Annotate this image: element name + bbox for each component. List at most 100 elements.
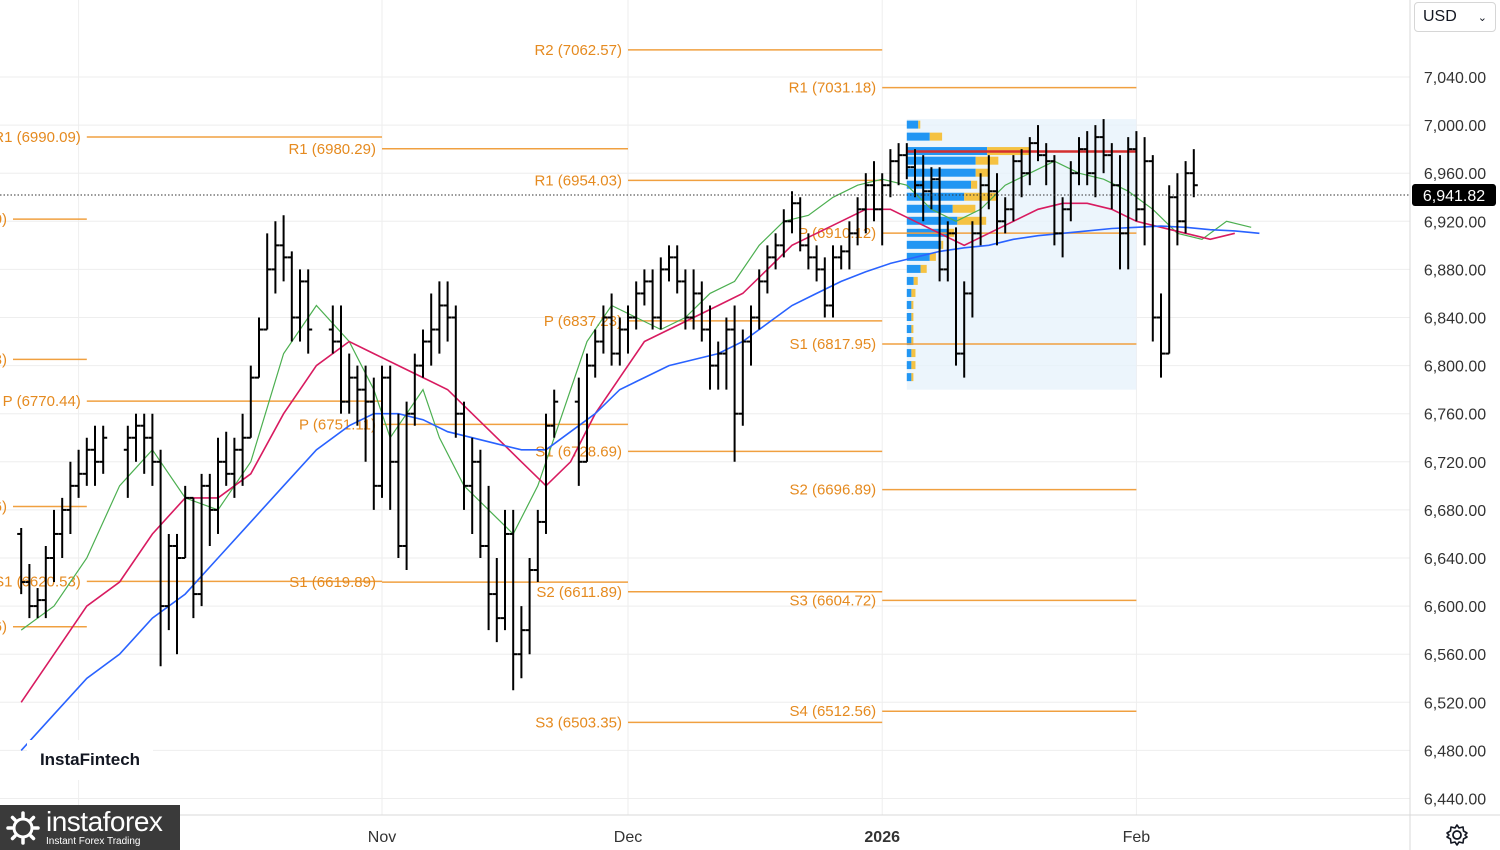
- price-tick-label: 6,440.00: [1424, 792, 1486, 809]
- pivot-label-18: R1 (7031.18): [789, 80, 877, 97]
- price-tick-label: 6,880.00: [1424, 262, 1486, 279]
- ohlc-bar-38: [361, 365, 370, 462]
- ohlc-bar-130: [1132, 131, 1141, 222]
- ohlc-bar-50: [460, 401, 468, 510]
- ohlc-bar-70: [640, 269, 649, 306]
- ohlc-bar-63: [583, 353, 591, 463]
- instaforex-logo: instaforex Instant Forex Trading: [0, 805, 180, 850]
- ohlc-bar-86: [771, 233, 780, 270]
- ohlc-bar-43: [402, 401, 411, 571]
- profile-row-buy-4: [906, 168, 976, 177]
- logo-tagline: Instant Forex Trading: [46, 836, 141, 847]
- pivot-label-7: S1 (6620.53): [0, 573, 81, 590]
- ohlc-bar-9: [91, 425, 99, 486]
- ohlc-bar-131: [1140, 137, 1149, 246]
- ohlc-bar-23: [222, 431, 231, 486]
- pivot-label-5: R1 (6990.09): [0, 129, 81, 146]
- ohlc-bar-58: [525, 558, 534, 655]
- settings-gear-icon[interactable]: [1444, 822, 1470, 848]
- ohlc-bar-17: [173, 533, 181, 655]
- ohlc-bar-27: [255, 317, 263, 379]
- instafintech-watermark: InstaFintech: [27, 740, 153, 780]
- ohlc-bar-4: [50, 509, 58, 583]
- price-tick-label: 6,680.00: [1424, 503, 1486, 520]
- ohlc-bar-80: [722, 317, 731, 390]
- price-tick-label: 7,000.00: [1424, 118, 1486, 135]
- ohlc-bar-109: [960, 281, 969, 378]
- profile-row-sell-7: [952, 204, 976, 213]
- ohlc-bar-118: [1034, 125, 1042, 162]
- ohlc-bar-48: [443, 281, 452, 342]
- ohlc-bar-121: [1058, 197, 1067, 258]
- ohlc-bar-134: [1165, 185, 1174, 355]
- ohlc-bar-95: [845, 221, 854, 270]
- profile-row-sell-14: [911, 288, 916, 297]
- ohlc-bar-32: [296, 269, 304, 342]
- ohlc-bar-136: [1181, 161, 1190, 234]
- ohlc-bar-34: [328, 305, 337, 354]
- pivot-label-16: S2 (6611.89): [536, 584, 622, 601]
- ohlc-bar-128: [1116, 155, 1124, 270]
- profile-row-buy-8: [906, 216, 958, 225]
- ohlc-bar-36: [345, 353, 354, 414]
- ohlc-bar-111: [976, 173, 985, 246]
- ohlc-bar-133: [1157, 293, 1165, 378]
- ohlc-bar-103: [911, 149, 919, 198]
- watermark-text: InstaFintech: [39, 750, 141, 769]
- ohlc-bar-24: [230, 437, 239, 498]
- ohlc-bar-57: [517, 606, 526, 679]
- ohlc-bar-79: [714, 341, 723, 390]
- ohlc-bar-13: [140, 413, 149, 474]
- profile-row-buy-3: [906, 156, 976, 165]
- ohlc-bar-64: [591, 329, 600, 378]
- profile-row-buy-16: [906, 313, 912, 321]
- ohlc-bar-71: [648, 269, 657, 330]
- pivot-levels: R2 (7111.31)R1 (6921.80)P (6805.13)S1 (6…: [0, 0, 1137, 731]
- profile-row-buy-12: [906, 264, 921, 273]
- pivot-label-4: S2 (6582.86): [0, 619, 7, 636]
- ohlc-bar-2: [33, 588, 42, 619]
- ohlc-bar-16: [164, 533, 173, 631]
- profile-row-buy-7: [906, 204, 953, 213]
- profile-row-sell-11: [929, 252, 936, 261]
- price-axis[interactable]: 7,040.00 7,000.00 6,960.00 6,920.00 6,880.00…: [1409, 0, 1486, 850]
- ohlc-bar-87: [779, 209, 788, 258]
- ohlc-bar-31: [287, 251, 296, 342]
- ohlc-bar-25: [238, 413, 247, 486]
- ohlc-bar-91: [812, 245, 821, 282]
- currency-select[interactable]: USD ⌄: [1414, 2, 1496, 32]
- ohlc-bar-3: [41, 545, 50, 619]
- price-tick-label: 6,760.00: [1424, 407, 1486, 424]
- price-tick-label: 6,920.00: [1424, 214, 1486, 231]
- pivot-label-14: P (6837.23): [544, 313, 622, 330]
- time-tick-label: 2026: [864, 829, 900, 846]
- ohlc-bar-94: [837, 245, 846, 270]
- ohlc-bar-12: [132, 413, 140, 462]
- ohlc-bar-108: [952, 227, 960, 366]
- ohlc-bar-54: [492, 558, 501, 643]
- ohlc-bar-110: [968, 221, 977, 318]
- ohlc-bar-47: [435, 281, 444, 354]
- ohlc-bar-15: [156, 449, 165, 667]
- pivot-label-1: R1 (6921.80): [0, 211, 7, 228]
- profile-row-buy-1: [906, 132, 930, 141]
- ohlc-bar-69: [632, 281, 641, 330]
- ohlc-bar-61: [550, 389, 559, 438]
- ohlc-bar-1: [25, 564, 34, 619]
- ohlc-bar-124: [1083, 131, 1092, 186]
- current-price-label: 6,941.82: [1423, 188, 1485, 205]
- profile-row-sell-12: [920, 264, 927, 273]
- pivot-label-11: S1 (6619.89): [289, 574, 376, 591]
- ohlc-bar-55: [501, 509, 509, 631]
- ohlc-bar-66: [607, 293, 616, 366]
- pivot-label-17: S3 (6503.35): [535, 714, 622, 731]
- price-tick-label: 6,560.00: [1424, 647, 1486, 664]
- ohlc-bar-125: [1091, 125, 1100, 198]
- ohlc-bar-59: [533, 509, 542, 583]
- ohlc-bar-84: [755, 269, 764, 330]
- time-axis[interactable]: Nov Dec 2026 Feb: [0, 814, 1500, 846]
- ohlc-bar-96: [853, 197, 862, 246]
- price-tick-label: 6,640.00: [1424, 551, 1486, 568]
- profile-row-sell-1: [929, 132, 943, 141]
